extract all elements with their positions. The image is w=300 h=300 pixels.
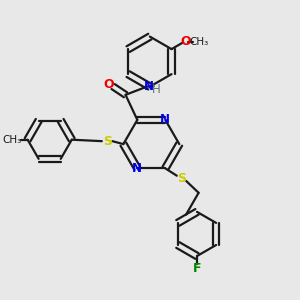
Text: S: S bbox=[177, 172, 186, 185]
Text: F: F bbox=[193, 262, 201, 275]
Text: S: S bbox=[103, 135, 112, 148]
Text: H: H bbox=[152, 83, 160, 96]
Text: CH₃: CH₃ bbox=[2, 135, 22, 145]
Text: N: N bbox=[132, 162, 142, 175]
Text: CH₃: CH₃ bbox=[189, 37, 208, 46]
Text: N: N bbox=[160, 113, 170, 126]
Text: O: O bbox=[103, 78, 114, 91]
Text: O: O bbox=[180, 35, 191, 48]
Text: N: N bbox=[144, 80, 154, 93]
